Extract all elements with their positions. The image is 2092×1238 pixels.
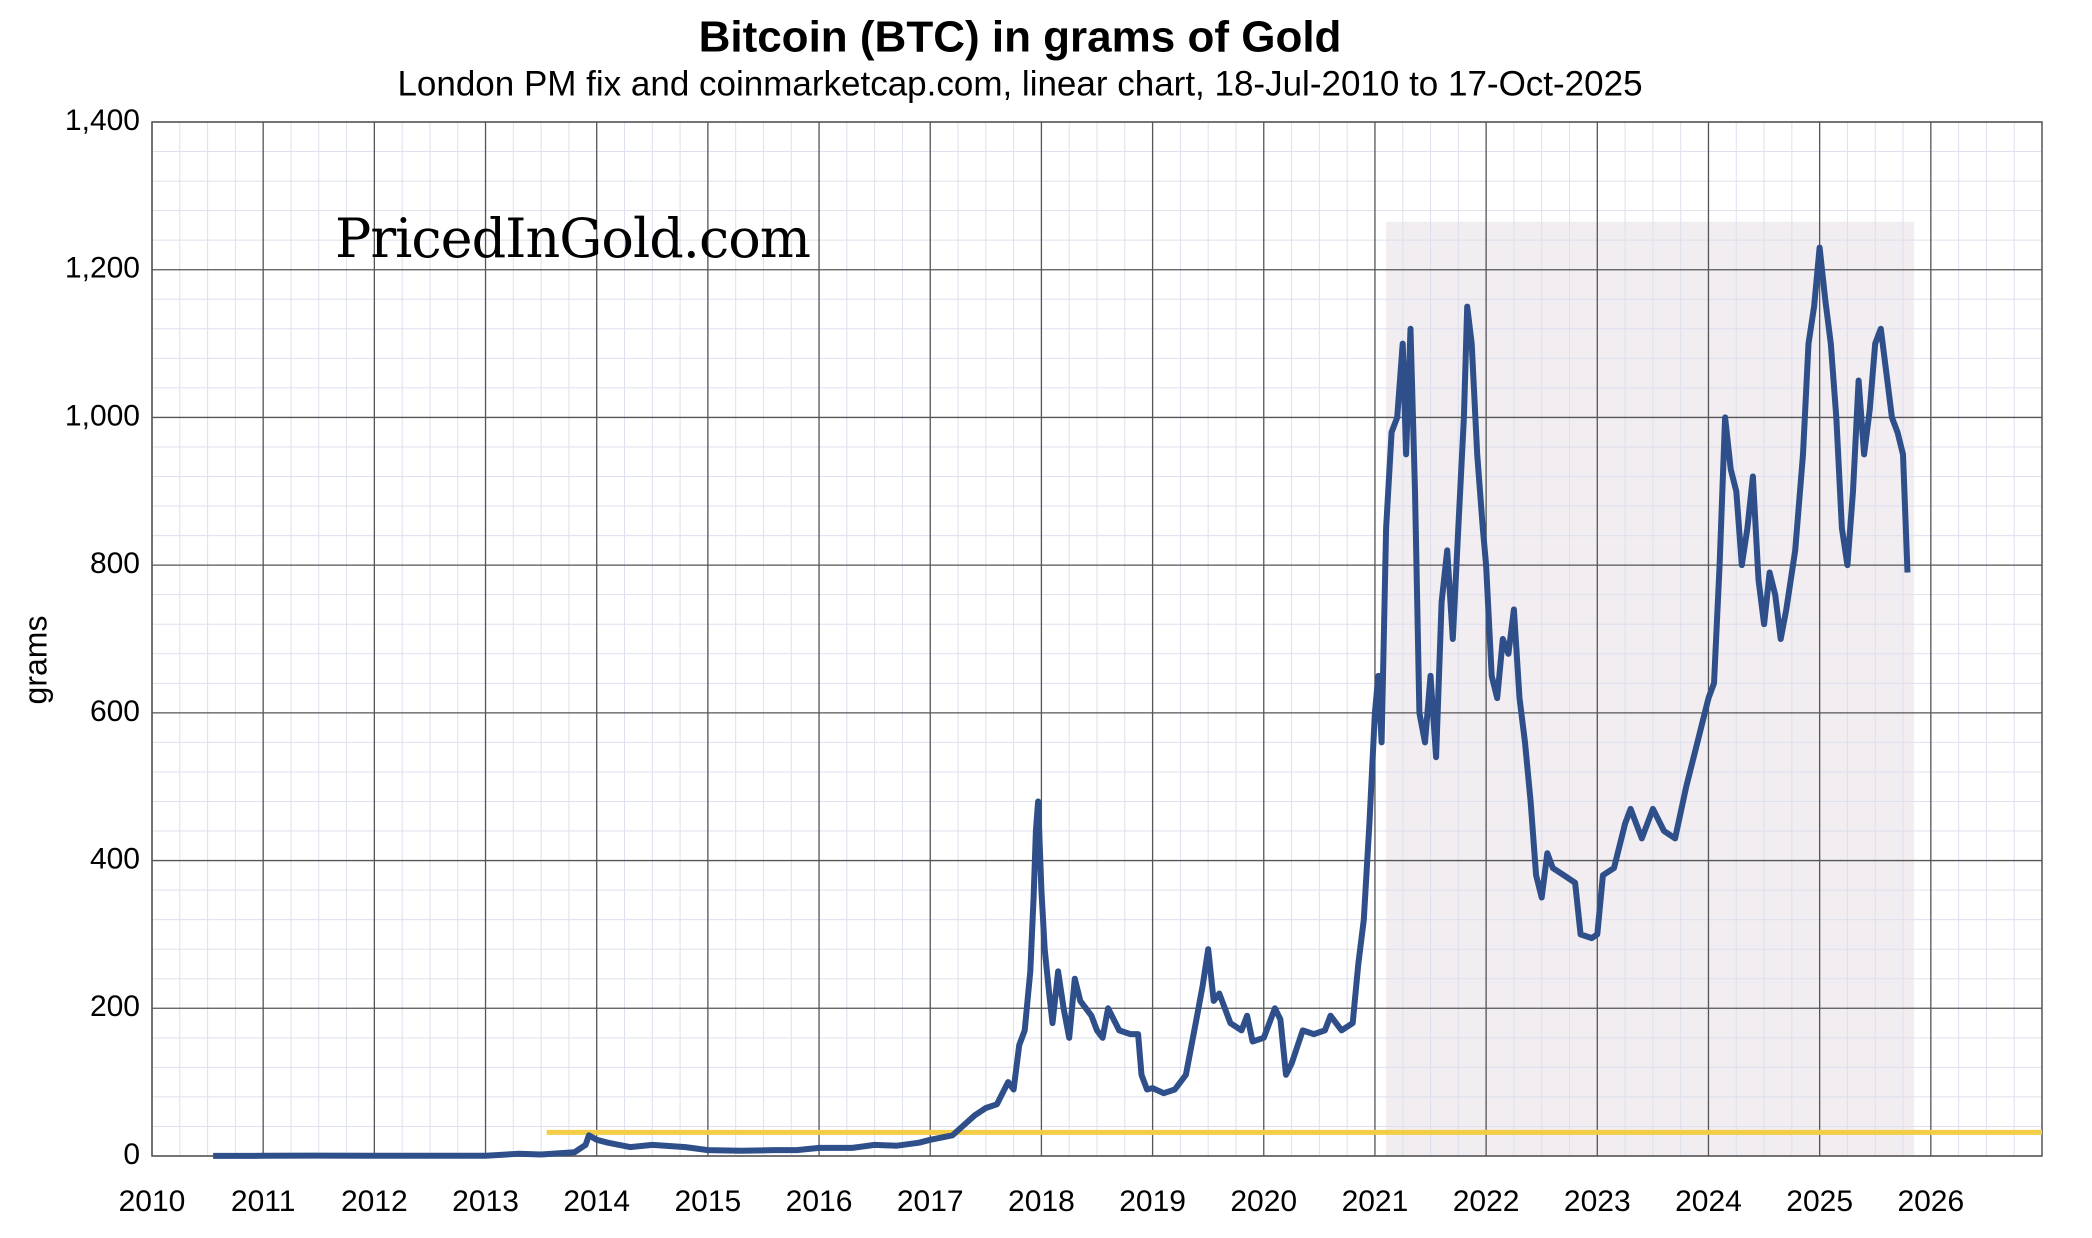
y-tick-label: 0: [123, 1138, 140, 1171]
y-tick-label: 200: [90, 990, 140, 1023]
x-tick-label: 2021: [1342, 1185, 1409, 1218]
data-line: [213, 244, 1911, 1159]
x-tick-label: 2020: [1230, 1185, 1297, 1218]
x-tick-label: 2017: [897, 1185, 964, 1218]
x-tick-label: 2013: [452, 1185, 519, 1218]
y-tick-label: 600: [90, 695, 140, 728]
x-tick-label: 2024: [1675, 1185, 1742, 1218]
x-tick-label: 2025: [1786, 1185, 1853, 1218]
x-tick-label: 2010: [119, 1185, 186, 1218]
x-tick-label: 2014: [563, 1185, 630, 1218]
y-tick-label: 400: [90, 842, 140, 875]
y-tick-label: 1,000: [65, 399, 140, 432]
x-tick-label: 2015: [675, 1185, 742, 1218]
x-tick-label: 2016: [786, 1185, 853, 1218]
x-tick-label: 2011: [231, 1185, 296, 1218]
y-tick-label: 1,400: [65, 104, 140, 137]
x-tick-label: 2026: [1897, 1185, 1964, 1218]
chart-subtitle: London PM fix and coinmarketcap.com, lin…: [397, 64, 1642, 103]
x-tick-label: 2012: [341, 1185, 408, 1218]
y-tick-label: 800: [90, 547, 140, 580]
x-tick-label: 2019: [1119, 1185, 1186, 1218]
plot-frame: [151, 121, 2043, 1157]
x-tick-label: 2022: [1453, 1185, 1520, 1218]
x-tick-label: 2023: [1564, 1185, 1631, 1218]
y-tick-label: 1,200: [65, 252, 140, 285]
watermark: PricedInGold.com: [335, 207, 810, 270]
chart-title: Bitcoin (BTC) in grams of Gold: [699, 13, 1342, 62]
y-axis-label: grams: [17, 616, 53, 705]
x-tick-label: 2018: [1008, 1185, 1075, 1218]
